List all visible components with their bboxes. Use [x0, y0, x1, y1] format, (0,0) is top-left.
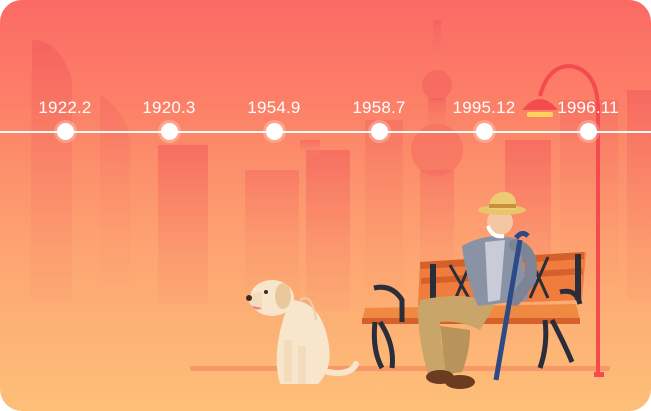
timeline-date-label: 1996.11	[557, 98, 619, 117]
timeline-date-label: 1922.2	[38, 98, 92, 117]
street-lamp-icon	[522, 63, 604, 377]
timeline-line	[0, 131, 651, 133]
timeline-point-1920-3[interactable]: 1920.3	[124, 98, 214, 140]
timeline-point-1954-9[interactable]: 1954.9	[229, 98, 319, 140]
elderly-man-icon	[418, 192, 537, 389]
dog-icon	[246, 280, 359, 384]
timeline-dot[interactable]	[475, 123, 493, 140]
timeline-point-1995-12[interactable]: 1995.12	[439, 98, 529, 140]
timeline-date-label: 1954.9	[247, 98, 301, 117]
timeline-dot[interactable]	[265, 123, 283, 140]
timeline-point-1996-11[interactable]: 1996.11	[543, 98, 633, 140]
timeline-point-1922-2[interactable]: 1922.2	[20, 98, 110, 140]
timeline-dot[interactable]	[370, 123, 388, 140]
timeline-dot[interactable]	[160, 123, 178, 140]
timeline-point-1958-7[interactable]: 1958.7	[334, 98, 424, 140]
timeline-dot[interactable]	[56, 123, 74, 140]
timeline-date-label: 1995.12	[452, 98, 516, 117]
timeline-date-label: 1958.7	[352, 98, 406, 117]
timeline-dot[interactable]	[579, 123, 597, 140]
timeline-date-label: 1920.3	[142, 98, 196, 117]
